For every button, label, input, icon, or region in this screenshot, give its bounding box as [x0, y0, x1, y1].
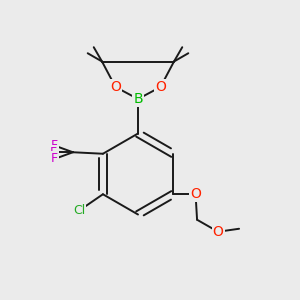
Text: F: F — [50, 146, 57, 159]
Text: F: F — [51, 152, 58, 165]
Text: F: F — [51, 139, 58, 152]
Text: O: O — [155, 80, 166, 94]
Text: O: O — [110, 80, 121, 94]
Text: Cl: Cl — [73, 204, 85, 217]
Text: O: O — [213, 225, 224, 239]
Text: O: O — [190, 187, 201, 201]
Text: B: B — [133, 92, 143, 106]
